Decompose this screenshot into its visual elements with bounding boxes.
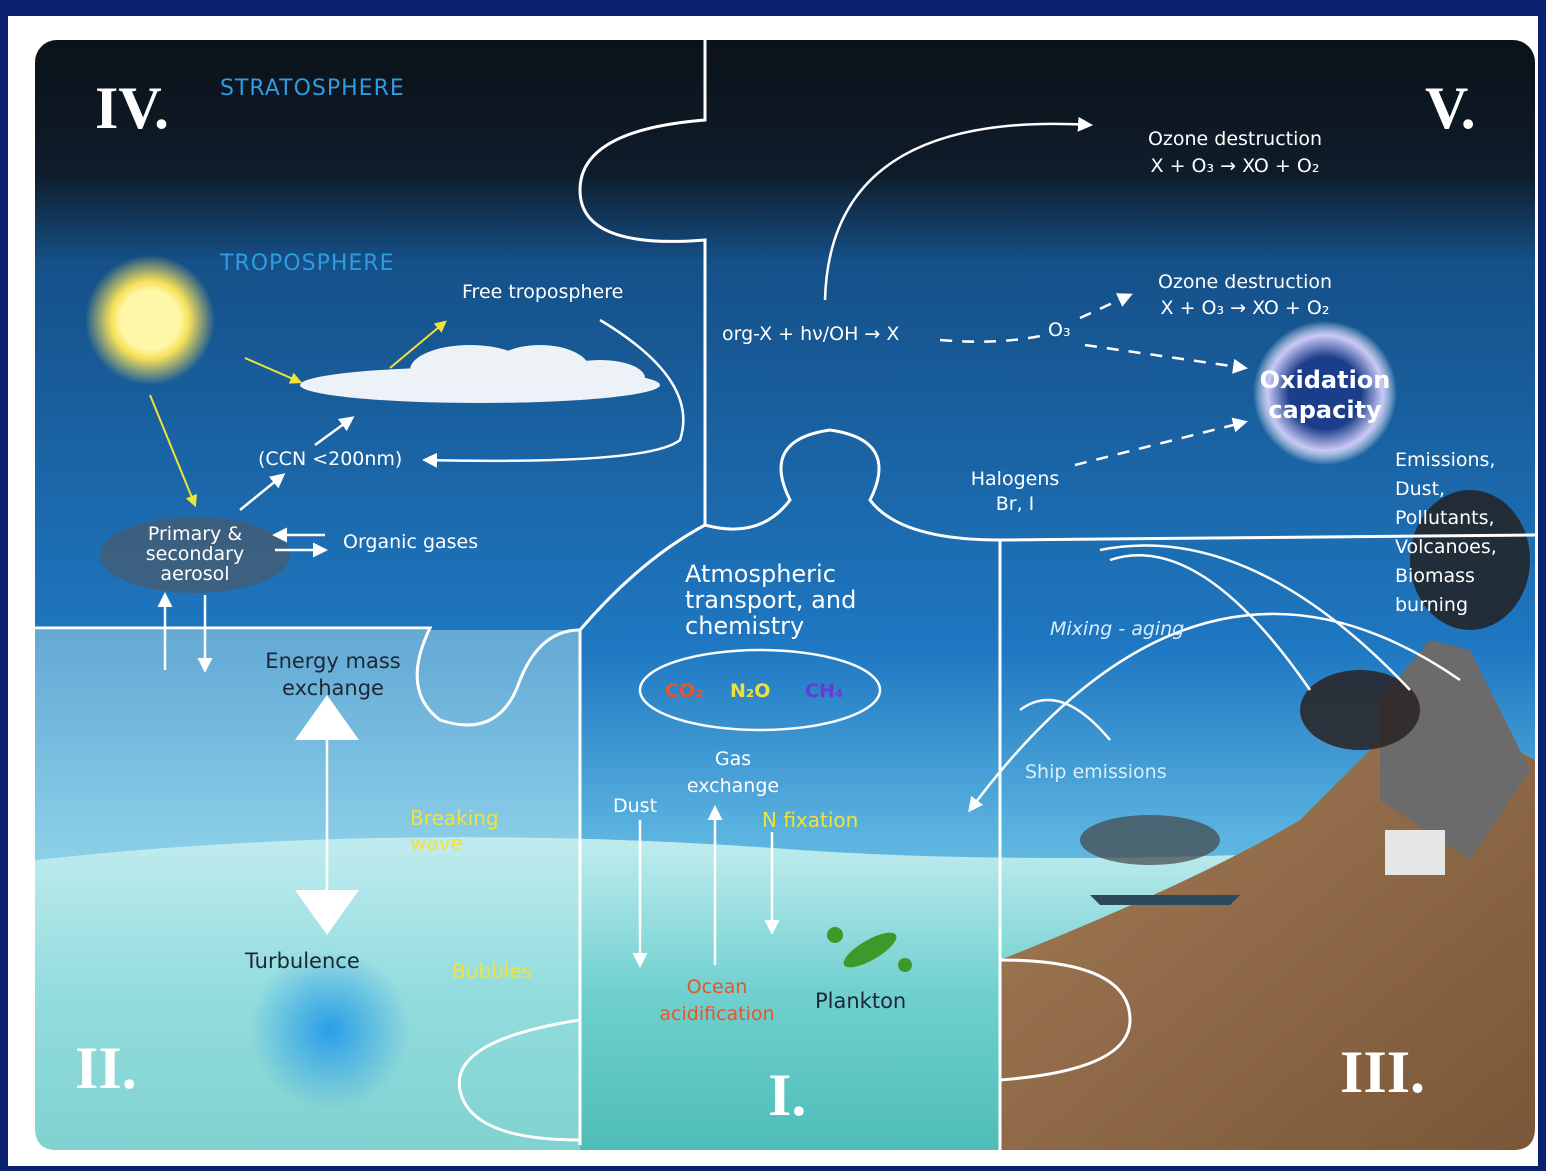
label: aerosol	[160, 563, 229, 585]
label: Mixing - aging	[1050, 618, 1184, 640]
label: Pollutants,	[1395, 507, 1495, 529]
label: burning	[1395, 594, 1468, 616]
ship	[1090, 895, 1240, 905]
layer-label: STRATOSPHERE	[220, 76, 405, 101]
gas-label: CO₂	[665, 680, 703, 702]
label: Bubbles	[452, 959, 532, 983]
label: Dust,	[1395, 478, 1445, 500]
label: X + O₃ → XO + O₂	[1151, 155, 1320, 177]
label: capacity	[1268, 396, 1382, 424]
panel-label: V.	[1425, 75, 1476, 141]
label: Turbulence	[244, 949, 360, 973]
label: N fixation	[762, 808, 858, 832]
label: Gas	[715, 748, 751, 770]
label: Br, I	[996, 493, 1035, 515]
label: wave	[410, 831, 463, 855]
label: Biomass	[1395, 565, 1475, 587]
label: Free troposphere	[462, 281, 623, 303]
label: acidification	[659, 1003, 774, 1025]
label: exchange	[282, 676, 384, 700]
label: Halogens	[971, 468, 1060, 490]
layer-label: TROPOSPHERE	[219, 251, 395, 276]
turbulence-swirl	[250, 950, 410, 1110]
panel-label: IV.	[95, 75, 169, 141]
label: (CCN <200nm)	[258, 448, 402, 470]
gas-label: CH₄	[805, 680, 843, 702]
label: Dust	[613, 795, 657, 817]
label: Ship emissions	[1025, 761, 1167, 783]
label: Breaking	[410, 806, 499, 830]
label: Energy mass	[265, 649, 400, 673]
label: transport, and	[685, 586, 856, 614]
factory	[1385, 830, 1445, 875]
label: Primary &	[148, 523, 242, 545]
label: chemistry	[685, 612, 804, 640]
label: X + O₃ → XO + O₂	[1161, 297, 1330, 319]
label: Volcanoes,	[1395, 536, 1497, 558]
panel-label: II.	[75, 1035, 137, 1101]
sun	[85, 255, 215, 385]
label: Organic gases	[343, 531, 478, 553]
label: Ocean	[687, 976, 748, 998]
diagram: IV. STRATOSPHERE TROPOSPHERE Free tropos…	[0, 0, 1546, 1171]
gas-label: N₂O	[730, 680, 770, 702]
label: Oxidation	[1260, 366, 1391, 394]
label: Atmospheric	[685, 560, 836, 588]
label: Ozone destruction	[1148, 128, 1322, 150]
label: Emissions,	[1395, 449, 1495, 471]
label: org-X + hν/OH → X	[722, 323, 899, 345]
label: Ozone destruction	[1158, 271, 1332, 293]
ship-smoke	[1080, 815, 1220, 865]
label: exchange	[687, 775, 779, 797]
label: secondary	[146, 543, 244, 565]
panel-label: III.	[1340, 1039, 1425, 1105]
label: Plankton	[815, 989, 906, 1013]
panel-label: I.	[768, 1062, 806, 1128]
label: O₃	[1048, 319, 1071, 341]
